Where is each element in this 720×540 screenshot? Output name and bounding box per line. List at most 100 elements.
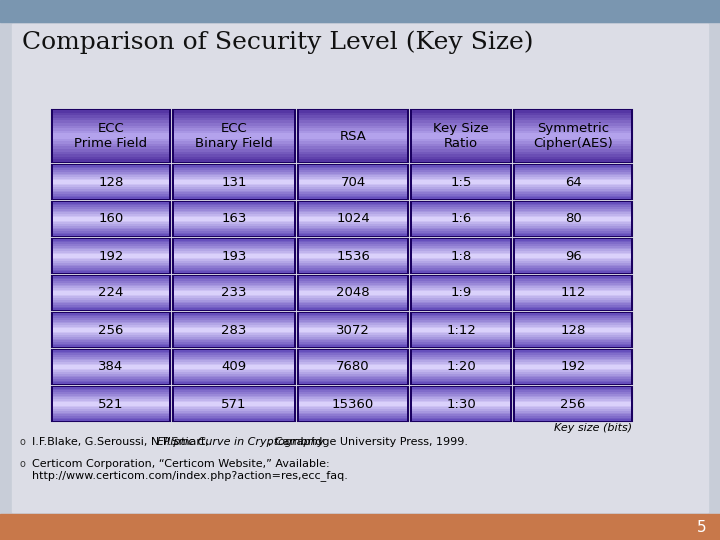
Bar bbox=[412, 417, 510, 419]
Bar bbox=[515, 156, 631, 159]
Bar bbox=[173, 276, 295, 310]
Bar bbox=[174, 187, 294, 189]
Bar bbox=[412, 112, 510, 115]
Bar bbox=[412, 414, 510, 416]
Bar bbox=[412, 114, 510, 118]
Bar bbox=[53, 335, 169, 337]
Bar bbox=[515, 403, 631, 406]
Bar bbox=[515, 370, 631, 372]
Bar bbox=[412, 166, 510, 168]
Bar bbox=[174, 195, 294, 197]
Text: 1:12: 1:12 bbox=[446, 323, 476, 336]
Bar bbox=[53, 403, 169, 406]
Bar bbox=[515, 377, 631, 379]
Bar bbox=[412, 231, 510, 233]
Bar bbox=[515, 213, 631, 215]
Bar bbox=[299, 372, 407, 374]
Bar bbox=[299, 400, 407, 402]
Bar bbox=[174, 329, 294, 332]
Bar bbox=[412, 340, 510, 342]
Bar bbox=[53, 336, 169, 339]
Bar bbox=[299, 289, 407, 291]
Bar bbox=[53, 141, 169, 144]
Bar bbox=[514, 239, 632, 273]
Bar bbox=[298, 202, 408, 236]
Bar bbox=[174, 193, 294, 195]
Bar bbox=[53, 281, 169, 283]
Bar bbox=[515, 379, 631, 381]
Bar bbox=[412, 168, 510, 170]
Bar bbox=[53, 165, 169, 167]
Bar bbox=[299, 345, 407, 347]
Bar bbox=[412, 412, 510, 414]
Bar bbox=[174, 130, 294, 133]
Bar bbox=[174, 368, 294, 370]
Bar bbox=[299, 234, 407, 236]
Bar bbox=[53, 360, 169, 362]
Bar bbox=[299, 177, 407, 179]
Bar bbox=[174, 287, 294, 289]
Bar bbox=[299, 249, 407, 251]
Bar bbox=[515, 358, 631, 360]
Bar bbox=[174, 239, 294, 241]
Bar bbox=[412, 349, 510, 352]
Bar bbox=[515, 388, 631, 390]
Bar bbox=[53, 410, 169, 413]
Bar bbox=[53, 245, 169, 247]
Bar bbox=[412, 379, 510, 381]
Bar bbox=[299, 286, 407, 288]
Bar bbox=[298, 350, 408, 384]
Bar bbox=[515, 264, 631, 266]
Bar bbox=[412, 203, 510, 205]
Bar bbox=[515, 363, 631, 365]
Bar bbox=[53, 201, 169, 204]
Bar bbox=[515, 210, 631, 212]
Bar bbox=[412, 210, 510, 212]
Bar bbox=[174, 405, 294, 407]
Bar bbox=[174, 225, 294, 227]
Bar bbox=[515, 355, 631, 357]
Bar bbox=[515, 166, 631, 168]
Bar bbox=[53, 382, 169, 384]
Bar bbox=[515, 114, 631, 118]
Bar bbox=[53, 114, 169, 118]
Bar bbox=[299, 188, 407, 191]
Bar bbox=[412, 208, 510, 211]
Bar bbox=[412, 244, 510, 246]
Bar bbox=[412, 143, 510, 146]
Bar bbox=[412, 375, 510, 377]
Bar bbox=[53, 390, 169, 392]
Bar bbox=[174, 185, 294, 187]
Bar bbox=[299, 156, 407, 159]
Bar bbox=[412, 318, 510, 320]
Bar bbox=[174, 249, 294, 251]
Bar bbox=[299, 197, 407, 199]
Bar bbox=[515, 208, 631, 211]
Bar bbox=[174, 289, 294, 291]
Bar bbox=[515, 333, 631, 335]
Bar bbox=[515, 296, 631, 298]
Bar bbox=[515, 380, 631, 382]
Bar bbox=[0, 0, 720, 22]
Bar bbox=[412, 110, 510, 113]
Bar bbox=[299, 112, 407, 115]
Bar bbox=[53, 358, 169, 360]
Bar bbox=[174, 127, 294, 131]
Bar bbox=[53, 308, 169, 310]
Bar bbox=[174, 173, 294, 175]
Bar bbox=[174, 319, 294, 321]
Bar bbox=[53, 125, 169, 128]
Bar bbox=[515, 262, 631, 265]
Bar bbox=[174, 392, 294, 394]
Bar bbox=[412, 178, 510, 180]
Bar bbox=[412, 220, 510, 222]
Bar bbox=[299, 143, 407, 146]
Bar bbox=[412, 249, 510, 251]
Bar bbox=[515, 261, 631, 263]
Bar bbox=[53, 417, 169, 419]
Text: 704: 704 bbox=[341, 176, 366, 188]
Bar bbox=[515, 319, 631, 321]
Bar bbox=[412, 247, 510, 249]
Bar bbox=[412, 296, 510, 298]
Bar bbox=[53, 146, 169, 149]
